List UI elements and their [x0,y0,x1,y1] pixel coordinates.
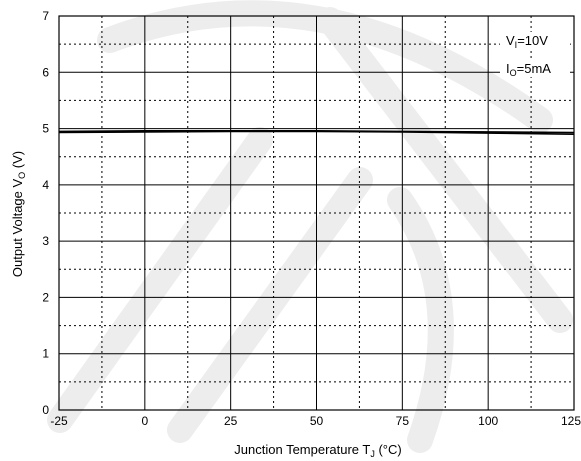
y-tick-label: 3 [42,234,49,248]
y-tick-labels: 0 1 2 3 4 5 6 7 [42,9,49,417]
x-tick-label: 25 [224,414,238,428]
y-tick-label: 5 [42,122,49,136]
plot-frame [58,15,575,411]
x-axis-label: Junction Temperature TJ (°C) [234,442,401,459]
y-tick-label: 7 [42,9,49,23]
series-layer [58,130,575,135]
y-tick-label: 0 [42,403,49,417]
y-tick-label: 4 [42,178,49,192]
series-line-2 [58,130,575,135]
annotation-bg [500,32,570,49]
y-tick-label: 6 [42,65,49,79]
watermark [47,0,573,453]
x-tick-label: 125 [561,414,581,428]
y-axis-label: Output Voltage VO (V) [10,151,27,277]
x-tick-label: 100 [478,414,498,428]
annotation-bg [500,60,570,77]
annotation-text: VI=10V [506,33,548,50]
annotations: VI=10V IO=5mA [500,32,570,78]
x-tick-label: 0 [141,414,148,428]
x-tick-label: -25 [50,414,68,428]
annotation-text: IO=5mA [506,61,551,78]
x-tick-label: 75 [396,414,410,428]
y-tick-label: 2 [42,290,49,304]
x-tick-labels: -25 0 25 50 75 100 125 [50,414,581,428]
y-tick-label: 1 [42,347,49,361]
x-tick-label: 50 [310,414,324,428]
major-gridlines [59,16,574,410]
